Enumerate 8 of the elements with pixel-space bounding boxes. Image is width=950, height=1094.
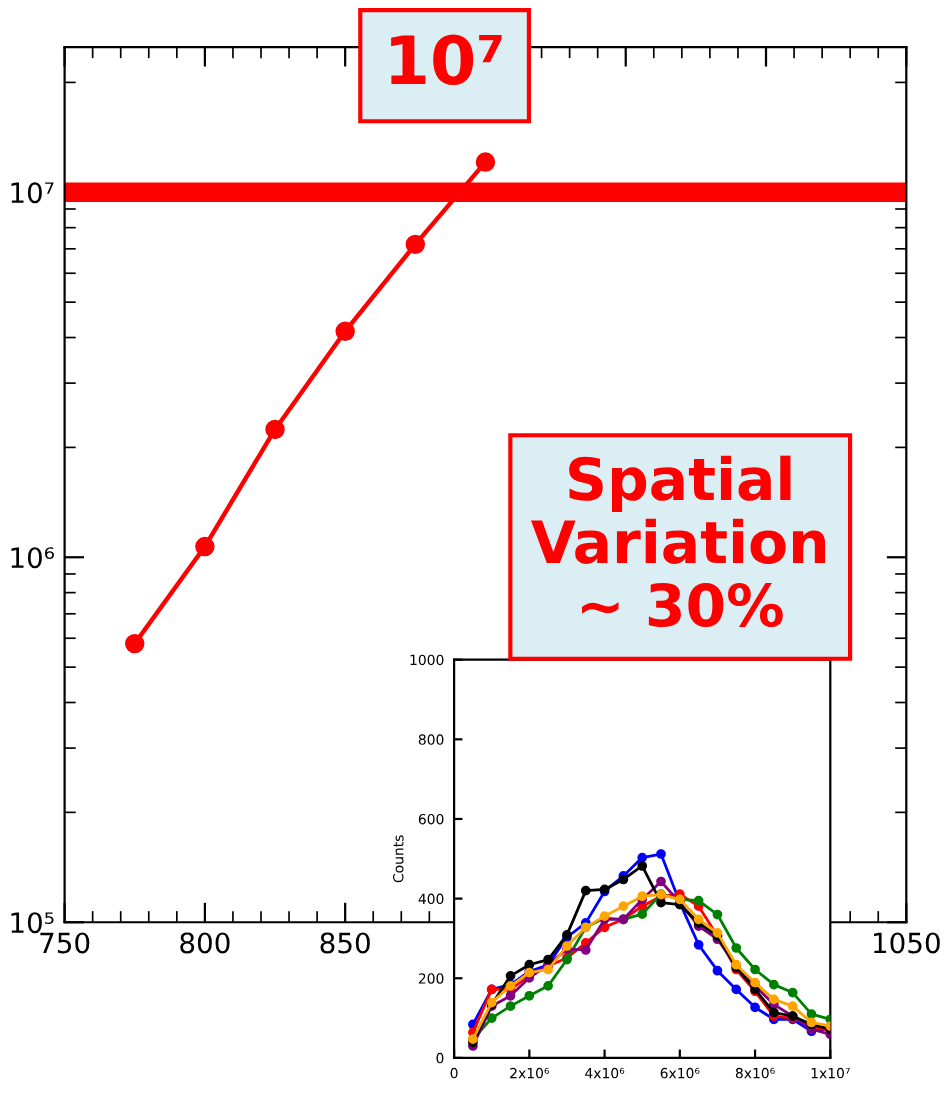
x-tick-label: 750 [40, 932, 90, 954]
x-tick-label: 1050 [874, 932, 940, 954]
y-tick-label: 10⁷ [11, 182, 54, 204]
annotation: Spatial Variation ~ 30% [531, 455, 826, 628]
x-tick-label: 850 [320, 932, 370, 954]
y-tick-label: 10⁶ [11, 547, 54, 569]
y-tick-label: 10⁵ [11, 912, 54, 934]
x-tick-label: 800 [180, 932, 230, 954]
